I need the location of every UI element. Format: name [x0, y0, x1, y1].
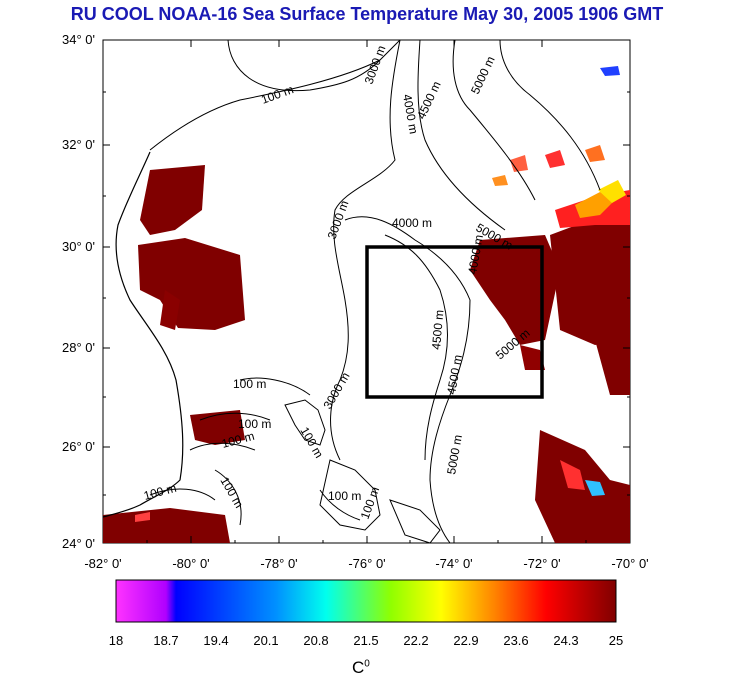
lon-label-82: -82° 0' — [84, 556, 121, 571]
contour-label-100m-8: 100 m — [328, 489, 361, 503]
contour-label-100m-3: 100 m — [238, 417, 271, 431]
lat-label-32: 32° 0' — [62, 137, 95, 152]
lat-label-30: 30° 0' — [62, 239, 95, 254]
lon-label-70: -70° 0' — [611, 556, 648, 571]
lon-label-80: -80° 0' — [172, 556, 209, 571]
lon-label-72: -72° 0' — [523, 556, 560, 571]
cb-tick-20-8: 20.8 — [303, 633, 328, 648]
cb-tick-23-6: 23.6 — [503, 633, 528, 648]
lon-label-74: -74° 0' — [435, 556, 472, 571]
bathymetry-contours — [149, 39, 601, 544]
lat-label-26: 26° 0' — [62, 439, 95, 454]
contour-label-5000m-4: 5000 m — [444, 434, 465, 476]
cb-tick-22-2: 22.2 — [403, 633, 428, 648]
lat-label-24: 24° 0' — [62, 536, 95, 551]
unit-base: C — [352, 658, 365, 677]
bahamas-outlines — [284, 399, 441, 544]
map-title: RU COOL NOAA-16 Sea Surface Temperature … — [70, 4, 664, 24]
contour-label-100m-2: 100 m — [233, 377, 266, 391]
lat-ticks — [103, 91, 630, 496]
cb-tick-20-1: 20.1 — [253, 633, 278, 648]
study-box — [365, 245, 544, 399]
cb-tick-19-4: 19.4 — [203, 633, 228, 648]
colorbar-ticks: 18 18.7 19.4 20.1 20.8 21.5 22.2 22.9 23… — [109, 633, 623, 648]
lat-label-28: 28° 0' — [62, 340, 95, 355]
lon-label-78: -78° 0' — [260, 556, 297, 571]
contour-label-4500m-2: 4500 m — [429, 309, 446, 350]
lon-ticks — [146, 40, 587, 543]
cb-tick-18-7: 18.7 — [153, 633, 178, 648]
colorbar-unit: C0 — [352, 658, 370, 678]
cb-tick-22-9: 22.9 — [453, 633, 478, 648]
cb-tick-21-5: 21.5 — [353, 633, 378, 648]
contour-label-4000m-3: 4000 m — [465, 234, 486, 276]
longitude-axis: -82° 0' -80° 0' -78° 0' -76° 0' -74° 0' … — [84, 556, 648, 571]
unit-superscript: 0 — [364, 658, 370, 670]
colorbar — [115, 579, 617, 623]
cb-tick-25: 25 — [609, 633, 623, 648]
latitude-axis: 34° 0' 32° 0' 30° 0' 28° 0' 26° 0' 24° 0… — [62, 32, 95, 551]
cb-tick-18: 18 — [109, 633, 123, 648]
contour-label-4000m-2: 4000 m — [392, 216, 432, 230]
cb-tick-24-3: 24.3 — [553, 633, 578, 648]
sst-patches — [103, 66, 630, 543]
lon-label-76: -76° 0' — [348, 556, 385, 571]
contour-label-4500m-3: 4500 m — [444, 354, 465, 396]
coastline — [102, 151, 184, 518]
contour-label-4000m-1: 4000 m — [400, 93, 421, 135]
lat-label-34: 34° 0' — [62, 32, 95, 47]
